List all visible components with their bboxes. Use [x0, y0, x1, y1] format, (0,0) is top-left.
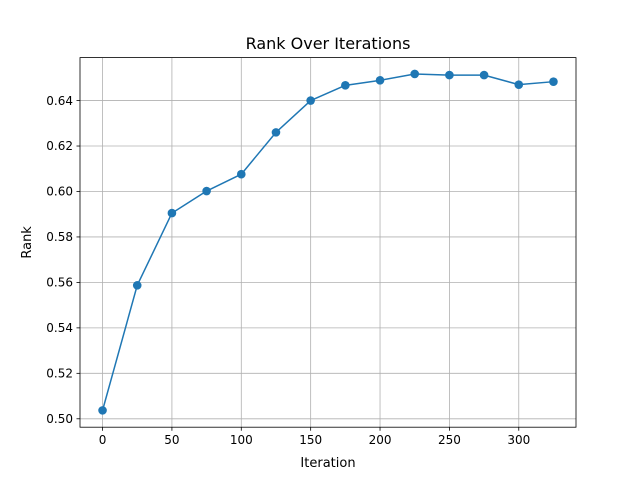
plot-area-frame	[79, 57, 577, 428]
y-tick-label: 0.50	[46, 412, 73, 426]
data-point	[167, 208, 177, 218]
axis-ticks: 0 50 100 150 200 250 300 0.50 0.52 0.54 0.56 0.58 0.…	[46, 94, 530, 447]
x-tick-label: 0	[99, 433, 107, 447]
y-tick-label: 0.52	[46, 367, 73, 381]
y-tick-label: 0.56	[46, 276, 73, 290]
series-line	[101, 73, 555, 412]
data-point	[306, 96, 315, 105]
data-series	[98, 69, 558, 415]
data-point	[132, 281, 142, 290]
x-tick-label: 300	[507, 433, 530, 447]
data-point	[410, 69, 420, 79]
x-tick-label: 50	[164, 433, 179, 447]
data-point	[375, 76, 385, 85]
y-tick-label: 0.60	[46, 185, 73, 199]
x-tick-label: 100	[230, 433, 253, 447]
data-point	[98, 406, 107, 415]
y-tick-label: 0.62	[46, 139, 73, 153]
y-tick-label: 0.58	[46, 230, 73, 244]
x-tick-label: 200	[369, 433, 392, 447]
y-axis-label: Rank	[20, 226, 35, 259]
data-point	[445, 70, 454, 80]
x-tick-label: 150	[299, 433, 322, 447]
y-tick-label: 0.64	[46, 94, 73, 108]
chart-title: Rank Over Iterations	[246, 34, 411, 53]
data-point	[514, 80, 524, 89]
data-point	[549, 77, 558, 86]
grid-lines	[80, 57, 576, 428]
data-point	[202, 186, 211, 196]
data-point	[341, 81, 350, 90]
x-axis-label: Iteration	[300, 456, 355, 471]
data-point	[236, 169, 246, 179]
x-tick-label: 250	[438, 433, 461, 447]
data-point	[271, 128, 281, 137]
data-point	[479, 70, 489, 80]
y-tick-label: 0.54	[46, 321, 73, 335]
